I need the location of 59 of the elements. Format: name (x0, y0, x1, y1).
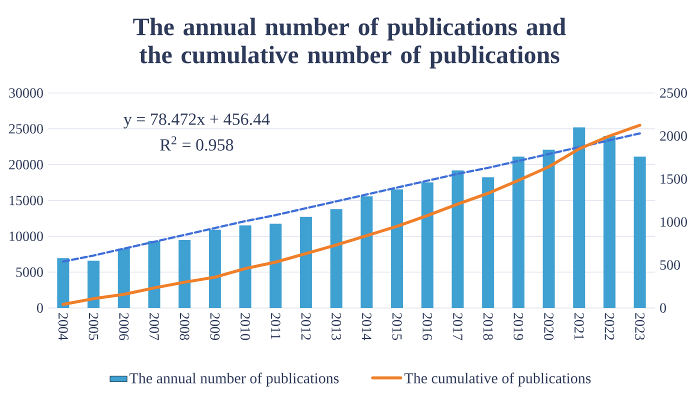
bar (512, 156, 524, 308)
bar (330, 209, 342, 308)
bar (603, 136, 616, 308)
y-tick-label: 5000 (16, 267, 43, 277)
y-tick-label: 25000 (9, 124, 43, 134)
x-tick-label: 2012 (301, 313, 311, 340)
y-tick-label: 10000 (10, 232, 43, 242)
bar (208, 230, 221, 308)
y2-tick-label: 2000 (660, 131, 687, 141)
y2-tick-label: 1000 (660, 217, 687, 227)
x-tick-label: 2016 (422, 313, 432, 340)
legend-label: The annual number of publications (130, 372, 339, 386)
y-tick-label: 15000 (10, 196, 43, 206)
bar (573, 127, 586, 308)
x-tick-label: 2023 (635, 313, 645, 340)
annotation: y = 78.472x + 456.44 (124, 113, 270, 128)
x-tick-label: 2006 (119, 313, 129, 340)
bar (542, 150, 555, 308)
bar (360, 196, 373, 308)
x-tick-label: 2017 (452, 313, 462, 340)
x-tick-label: 2011 (270, 313, 280, 340)
y-tick-label: 0 (37, 303, 43, 313)
x-tick-label: 2022 (604, 313, 614, 340)
x-tick-label: 2021 (574, 313, 584, 340)
x-tick-label: 2004 (58, 313, 68, 340)
bar (178, 240, 191, 308)
bar (452, 170, 464, 308)
x-tick-label: 2014 (362, 313, 372, 340)
bar (421, 182, 434, 308)
bar (482, 177, 494, 308)
legend-label: The cumulative of publications (404, 372, 591, 386)
bar (300, 216, 312, 308)
x-tick-label: 2019 (514, 313, 524, 340)
x-tick-label: 2005 (88, 313, 98, 340)
x-tick-label: 2020 (544, 313, 554, 340)
x-tick-label: 2009 (210, 313, 220, 340)
y2-tick-label: 0 (660, 303, 666, 313)
bar (88, 260, 100, 308)
x-tick-label: 2018 (483, 313, 493, 340)
bar (391, 189, 404, 308)
bar (634, 156, 646, 308)
y-tick-label: 30000 (9, 88, 43, 98)
bar (239, 225, 252, 308)
y2-tick-label: 1500 (660, 174, 687, 184)
y2-tick-label: 2500 (660, 88, 687, 98)
bar (57, 258, 70, 308)
y2-tick-label: 500 (660, 260, 680, 270)
x-tick-label: 2007 (150, 313, 159, 340)
annotation: R$^{2}$ = 0.958 (160, 136, 234, 151)
x-tick-label: 2008 (180, 313, 190, 340)
bar (270, 224, 282, 308)
bar (118, 248, 130, 308)
x-tick-label: 2010 (240, 313, 250, 340)
bar (148, 240, 160, 308)
y-tick-label: 20000 (9, 160, 43, 170)
line-series (62, 132, 641, 263)
x-tick-label: 2015 (392, 313, 402, 340)
x-tick-label: 2013 (332, 313, 342, 340)
chart-title: The annual number of publications and the cumulative number of publications (133, 18, 566, 68)
